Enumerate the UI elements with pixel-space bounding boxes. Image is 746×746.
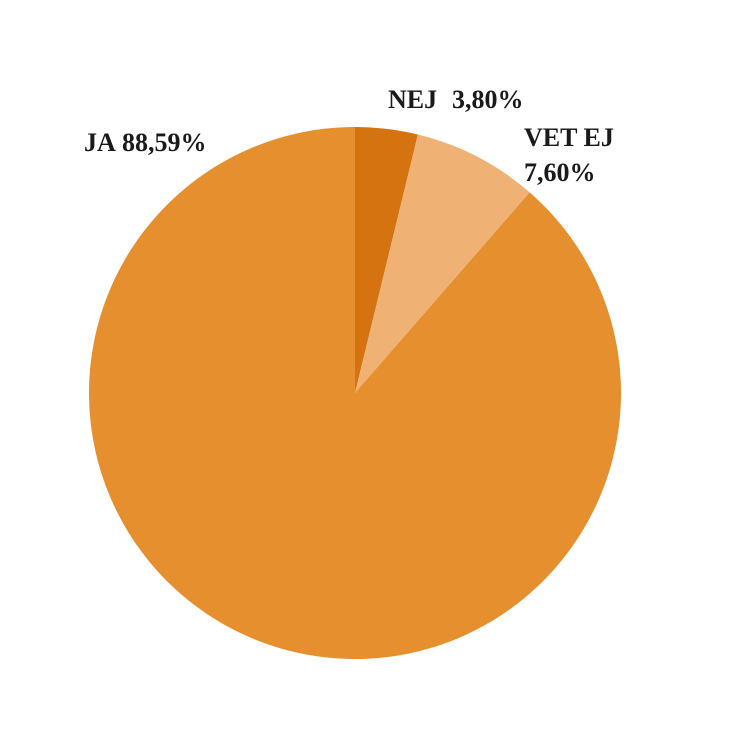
slice-value-label: 88,59%	[122, 128, 207, 157]
slice-label: NEJ	[388, 85, 437, 114]
pie-slice	[355, 127, 418, 393]
slice-label: VET EJ	[524, 123, 614, 152]
pie-slice	[355, 134, 530, 393]
slice-value-label: 3,80%	[452, 85, 524, 114]
slice-value-label: 7,60%	[524, 158, 596, 187]
pie-slice	[89, 127, 622, 659]
slice-label: JA	[84, 128, 116, 157]
